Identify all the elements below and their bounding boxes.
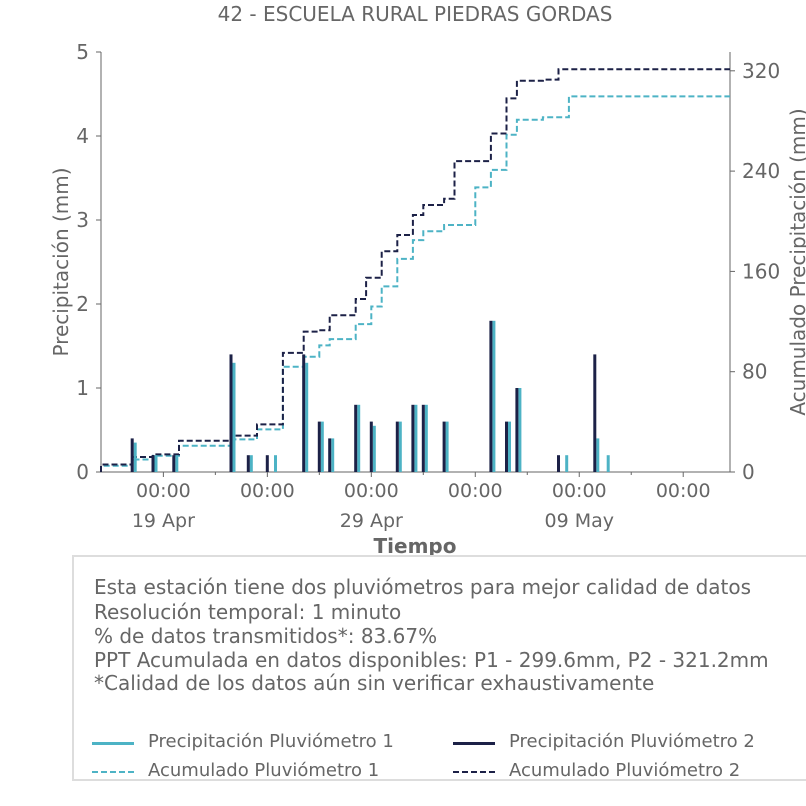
precip-bar-p2 bbox=[395, 421, 399, 472]
precip-bar-p1 bbox=[331, 438, 335, 472]
precip-bar-p1 bbox=[398, 421, 402, 472]
legend-label-p1-bar: Precipitación Pluviómetro 1 bbox=[148, 731, 394, 752]
precip-bar-p1 bbox=[249, 455, 253, 472]
precip-bar-p2 bbox=[557, 455, 560, 472]
x-axis-label: Tiempo bbox=[374, 534, 457, 558]
y-right-tick-label: 240 bbox=[742, 159, 780, 183]
precip-bar-p2 bbox=[151, 455, 155, 472]
legend-label-p2-acc: Acumulado Pluviómetro 2 bbox=[509, 760, 741, 781]
precip-bar-p1 bbox=[305, 362, 309, 472]
precip-bar-p2 bbox=[505, 421, 508, 472]
precip-bar-p2 bbox=[354, 404, 358, 472]
x-tick-label-time: 00:00 bbox=[448, 480, 503, 502]
info-line-transmitted: % de datos transmitidos*: 83.67% bbox=[94, 624, 438, 648]
precip-bar-p1 bbox=[133, 442, 137, 472]
y-axis-left-label: Precipitación (mm) bbox=[49, 167, 73, 356]
precip-bar-p2 bbox=[246, 455, 250, 472]
precip-bar-p2 bbox=[172, 455, 176, 472]
x-tick-label-date: 19 Apr bbox=[132, 510, 195, 532]
x-tick-label-time: 00:00 bbox=[240, 480, 295, 502]
y-left-tick-label: 5 bbox=[76, 40, 89, 64]
precip-bar-p1 bbox=[596, 438, 600, 472]
precip-bar-p1 bbox=[518, 388, 522, 472]
plot-area: 0 1 2 3 4 5 0 80 160 240 320 00:00 19 Apr 00:00 00:00 2… bbox=[76, 40, 780, 532]
x-tick-label-time: 00:00 bbox=[656, 480, 711, 502]
y-left-tick-label: 1 bbox=[76, 376, 89, 400]
precip-bar-p2 bbox=[265, 455, 269, 472]
precip-bar-p1 bbox=[606, 455, 610, 472]
y-right-tick-label: 160 bbox=[742, 259, 780, 283]
legend-swatch-p2-acc bbox=[453, 771, 495, 773]
y-left-tick-label: 2 bbox=[76, 292, 89, 316]
legend-swatch-p2-bar bbox=[453, 742, 495, 745]
chart-title: 42 - ESCUELA RURAL PIEDRAS GORDAS bbox=[218, 2, 613, 26]
legend-swatch-p1-bar bbox=[92, 742, 134, 745]
x-tick-label-time: 00:00 bbox=[552, 480, 607, 502]
info-line-quality-note: *Calidad de los datos aún sin verificar … bbox=[94, 671, 655, 695]
legend-label-p2-bar: Precipitación Pluviómetro 2 bbox=[509, 731, 755, 752]
precip-bar-p1 bbox=[414, 404, 418, 472]
precip-bar-p2 bbox=[328, 438, 332, 472]
info-line-stations: Esta estación tiene dos pluviómetros par… bbox=[94, 575, 752, 599]
precip-bar-p1 bbox=[175, 455, 179, 472]
y-right-tick-label: 80 bbox=[742, 360, 767, 384]
precip-bar-p1 bbox=[508, 421, 511, 472]
legend-swatch-p1-acc bbox=[92, 771, 134, 773]
precip-bar-p1 bbox=[445, 421, 449, 472]
y-left-tick-label: 0 bbox=[76, 460, 89, 484]
precip-bar-p2 bbox=[593, 354, 597, 472]
precip-bar-p2 bbox=[411, 404, 415, 472]
precip-bar-p1 bbox=[372, 425, 376, 472]
precip-bar-p1 bbox=[154, 455, 158, 472]
y-axis-right-label: Acumulado Precipitación (mm) bbox=[786, 108, 806, 415]
precip-bar-p2 bbox=[317, 421, 321, 472]
precip-bar-p1 bbox=[565, 455, 569, 472]
x-tick-label-date: 09 May bbox=[544, 510, 614, 532]
precip-bar-p1 bbox=[320, 421, 324, 472]
precip-bar-p2 bbox=[369, 421, 373, 472]
x-tick-label-time: 00:00 bbox=[344, 480, 399, 502]
precip-bar-p1 bbox=[274, 455, 277, 472]
precip-bar-p2 bbox=[130, 438, 134, 472]
info-line-accumulated: PPT Acumulada en datos disponibles: P1 -… bbox=[94, 648, 769, 672]
precip-bar-p1 bbox=[492, 320, 496, 472]
x-tick-label-date: 29 Apr bbox=[340, 510, 403, 532]
y-right-tick-label: 320 bbox=[742, 59, 780, 83]
info-line-resolution: Resolución temporal: 1 minuto bbox=[94, 600, 402, 624]
precip-bar-p2 bbox=[442, 421, 446, 472]
info-box: Esta estación tiene dos pluviómetros par… bbox=[72, 555, 806, 781]
precip-bar-p2 bbox=[229, 354, 233, 472]
precip-bar-p2 bbox=[421, 404, 425, 472]
precip-bar-p2 bbox=[302, 354, 306, 472]
y-right-tick-label: 0 bbox=[742, 460, 755, 484]
accumulated-line-1 bbox=[100, 95, 730, 472]
x-tick-label-time: 00:00 bbox=[136, 480, 191, 502]
y-left-tick-label: 3 bbox=[76, 208, 89, 232]
precip-bar-p2 bbox=[515, 388, 519, 472]
legend-label-p1-acc: Acumulado Pluviómetro 1 bbox=[148, 760, 380, 781]
precip-bar-p2 bbox=[489, 320, 493, 472]
precip-bar-p1 bbox=[424, 404, 428, 472]
precip-bar-p1 bbox=[357, 404, 361, 472]
y-left-tick-label: 4 bbox=[76, 124, 89, 148]
precip-bar-p1 bbox=[232, 362, 236, 472]
